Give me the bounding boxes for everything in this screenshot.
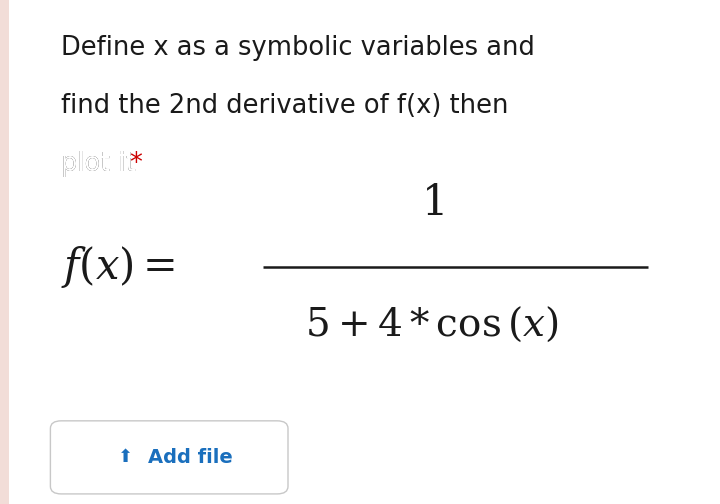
- Text: Define x as a symbolic variables and: Define x as a symbolic variables and: [61, 35, 535, 61]
- Text: plot it: plot it: [61, 151, 144, 177]
- Text: $1$: $1$: [420, 182, 444, 224]
- Text: plot it  *: plot it *: [61, 151, 165, 177]
- Bar: [0, 0, 9, 504]
- Text: ⬆: ⬆: [118, 449, 133, 466]
- Text: $f(x) =$: $f(x) =$: [61, 244, 176, 290]
- FancyBboxPatch shape: [50, 421, 288, 494]
- Text: $5 + 4 * \mathrm{cos}\,(x)$: $5 + 4 * \mathrm{cos}\,(x)$: [305, 305, 559, 344]
- Text: Add file: Add file: [148, 448, 233, 467]
- Text: *: *: [129, 151, 142, 177]
- Text: find the 2nd derivative of f(x) then: find the 2nd derivative of f(x) then: [61, 93, 509, 119]
